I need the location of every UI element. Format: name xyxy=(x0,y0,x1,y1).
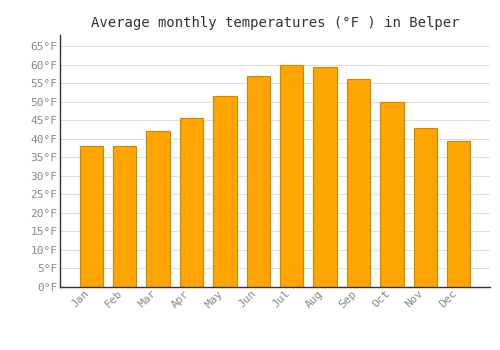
Bar xyxy=(414,128,437,287)
Title: Average monthly temperatures (°F ) in Belper: Average monthly temperatures (°F ) in Be… xyxy=(91,16,459,30)
Bar xyxy=(80,146,103,287)
Bar xyxy=(113,146,136,287)
Bar xyxy=(280,65,303,287)
Bar xyxy=(146,131,170,287)
Bar xyxy=(246,76,270,287)
Bar xyxy=(180,118,203,287)
Bar xyxy=(347,79,370,287)
Bar xyxy=(447,141,470,287)
Bar xyxy=(213,96,236,287)
Bar xyxy=(380,102,404,287)
Bar xyxy=(314,66,337,287)
